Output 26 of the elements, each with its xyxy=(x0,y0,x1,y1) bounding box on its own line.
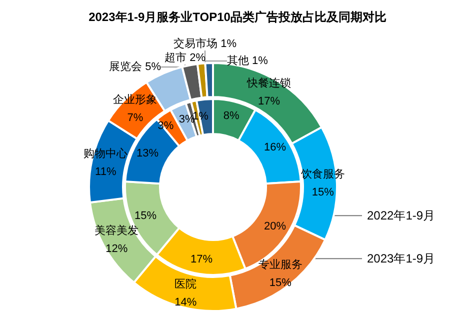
category-label: 展览会 5% xyxy=(109,61,161,73)
data-label: 13% xyxy=(136,148,159,160)
slice-label: 企业形象 xyxy=(113,93,158,106)
slice-label: 医院 xyxy=(174,278,197,291)
data-label: 11% xyxy=(95,166,116,178)
data-label: 7% xyxy=(127,112,144,124)
category-label: 交易市场 1% xyxy=(174,38,236,50)
slice-label: 2023年1-9月 xyxy=(367,252,436,266)
data-label: 15% xyxy=(134,210,157,222)
slice-label: 美容美发 xyxy=(94,224,139,237)
category-label: 超市 2% xyxy=(164,52,206,64)
slice-label: 快餐连锁 xyxy=(246,76,291,90)
data-label: 16% xyxy=(264,142,286,154)
slice-label: 专业服务 xyxy=(258,258,302,271)
chart-title: 2023年1-9月服务业TOP10品类广告投放占比及同期对比 xyxy=(88,10,386,24)
data-label: 17% xyxy=(258,95,280,108)
slice-label: 购物中心 xyxy=(84,147,128,160)
data-label: 12% xyxy=(106,242,128,255)
slice-label: 2022年1-9月 xyxy=(367,208,436,223)
data-label: 20% xyxy=(264,220,286,232)
data-label: 14% xyxy=(174,296,197,309)
category-label: 其他 1% xyxy=(227,55,268,67)
data-label: 8% xyxy=(223,110,240,122)
data-label: 15% xyxy=(269,276,292,289)
data-label: 15% xyxy=(312,186,334,199)
data-label: 17% xyxy=(190,254,213,266)
